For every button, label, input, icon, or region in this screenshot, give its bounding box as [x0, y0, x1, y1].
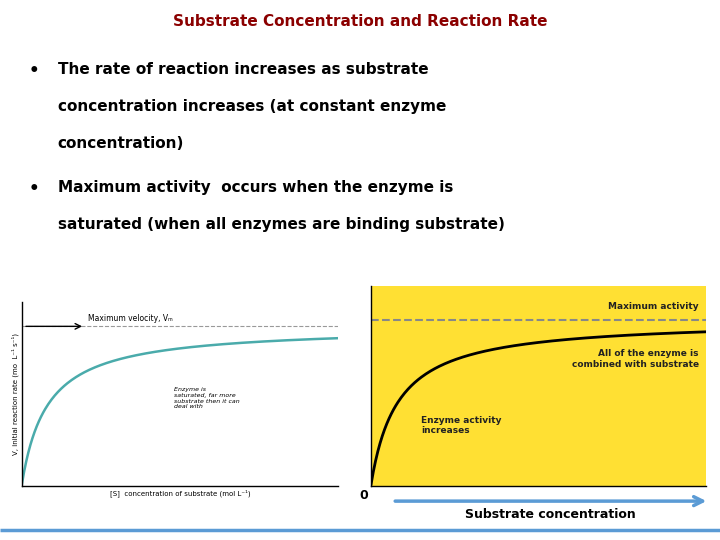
Text: concentration): concentration)	[58, 136, 184, 151]
Text: All of the enzyme is
combined with substrate: All of the enzyme is combined with subst…	[572, 349, 699, 369]
Text: Enzyme is
saturated, far more
substrate then it can
deal with: Enzyme is saturated, far more substrate …	[174, 387, 240, 409]
Y-axis label: V, initial reaction rate (mo  L⁻¹ s⁻¹): V, initial reaction rate (mo L⁻¹ s⁻¹)	[12, 333, 19, 455]
Text: Substrate Concentration and Reaction Rate: Substrate Concentration and Reaction Rat…	[173, 14, 547, 29]
Text: Maximum activity  occurs when the enzyme is: Maximum activity occurs when the enzyme …	[58, 180, 453, 195]
Text: •: •	[29, 180, 40, 198]
Text: The rate of reaction increases as substrate: The rate of reaction increases as substr…	[58, 62, 428, 77]
Text: Substrate concentration: Substrate concentration	[465, 508, 636, 521]
Text: Enzyme activity
increases: Enzyme activity increases	[421, 416, 502, 435]
Text: Maximum activity: Maximum activity	[608, 302, 699, 311]
Text: •: •	[29, 62, 40, 80]
X-axis label: [S]  concentration of substrate (mol L⁻¹): [S] concentration of substrate (mol L⁻¹)	[109, 489, 251, 496]
Text: concentration increases (at constant enzyme: concentration increases (at constant enz…	[58, 99, 446, 114]
Text: 0: 0	[359, 489, 368, 502]
Text: Maximum velocity, Vₘ: Maximum velocity, Vₘ	[88, 314, 173, 323]
Text: saturated (when all enzymes are binding substrate): saturated (when all enzymes are binding …	[58, 217, 505, 232]
